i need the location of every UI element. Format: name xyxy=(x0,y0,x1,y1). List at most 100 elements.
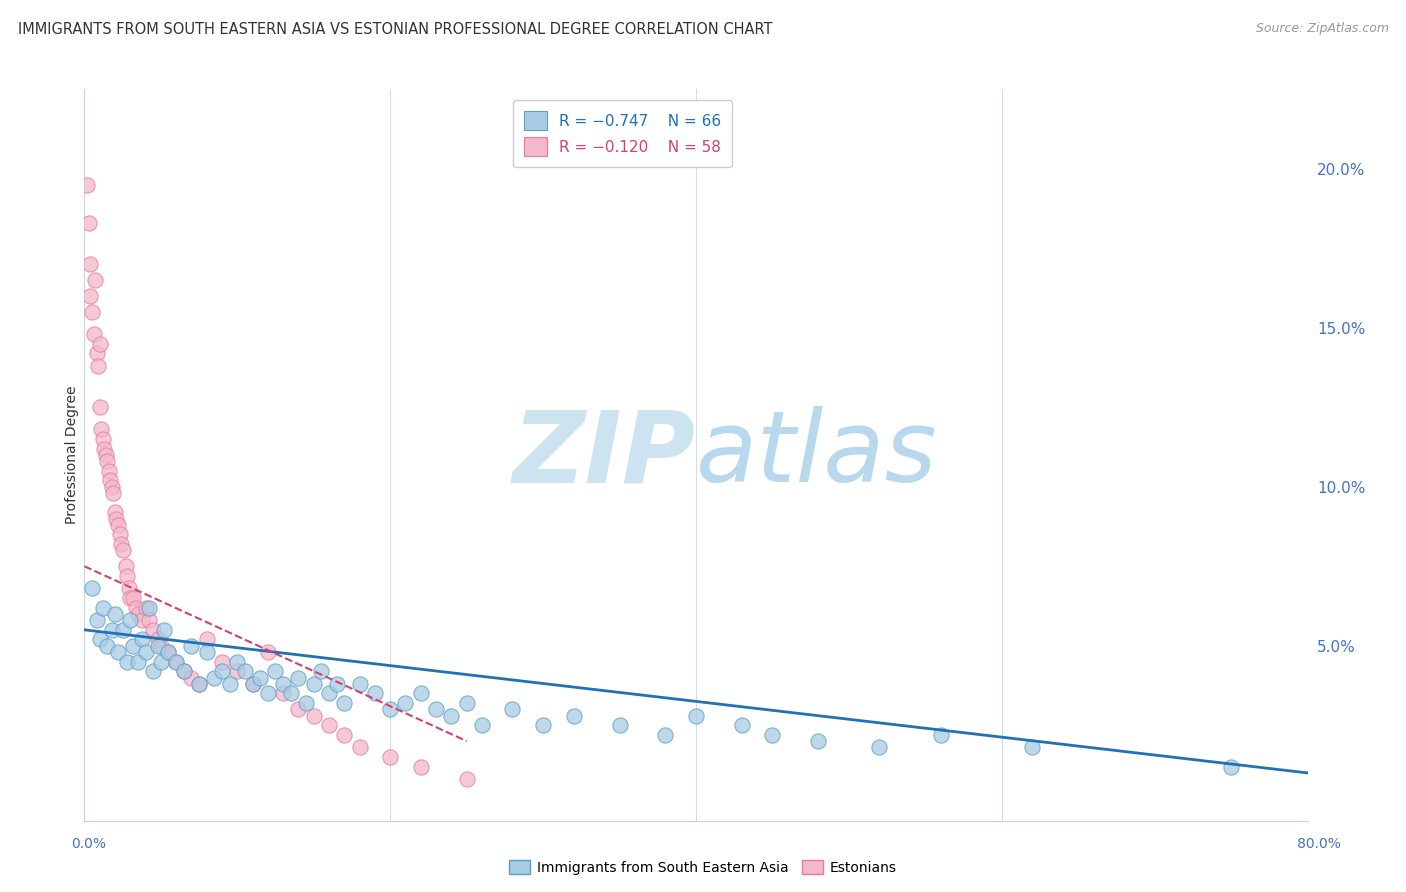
Text: 0.0%: 0.0% xyxy=(72,837,105,851)
Point xyxy=(86,346,108,360)
Point xyxy=(531,718,554,732)
Point xyxy=(79,257,101,271)
Point xyxy=(157,645,180,659)
Point xyxy=(76,178,98,192)
Point xyxy=(138,613,160,627)
Point xyxy=(271,677,294,691)
Text: Source: ZipAtlas.com: Source: ZipAtlas.com xyxy=(1256,22,1389,36)
Point xyxy=(107,517,129,532)
Point xyxy=(226,655,249,669)
Point xyxy=(257,645,280,659)
Point xyxy=(135,645,157,659)
Point xyxy=(110,537,132,551)
Point xyxy=(731,718,754,732)
Point xyxy=(93,442,115,456)
Point xyxy=(157,645,180,659)
Point xyxy=(264,664,287,678)
Point xyxy=(142,623,165,637)
Point xyxy=(96,454,118,468)
Point xyxy=(105,511,128,525)
Point xyxy=(104,607,127,621)
Point xyxy=(233,664,256,678)
Point xyxy=(118,582,141,596)
Point xyxy=(226,664,249,678)
Point xyxy=(287,671,309,685)
Point xyxy=(929,728,952,742)
Point xyxy=(89,401,111,415)
Point xyxy=(562,708,585,723)
Point xyxy=(869,740,891,755)
Legend: Immigrants from South Eastern Asia, Estonians: Immigrants from South Eastern Asia, Esto… xyxy=(503,855,903,880)
Point xyxy=(249,671,271,685)
Point xyxy=(456,696,478,710)
Point xyxy=(90,422,112,436)
Point xyxy=(101,623,124,637)
Point xyxy=(409,759,432,773)
Point xyxy=(302,677,325,691)
Point xyxy=(425,702,447,716)
Point xyxy=(318,718,340,732)
Point xyxy=(107,645,129,659)
Point xyxy=(135,600,157,615)
Point xyxy=(127,607,149,621)
Legend: R = −0.747    N = 66, R = −0.120    N = 58: R = −0.747 N = 66, R = −0.120 N = 58 xyxy=(513,101,733,167)
Point xyxy=(91,432,114,446)
Point xyxy=(202,671,225,685)
Point xyxy=(287,702,309,716)
Point xyxy=(97,464,120,478)
Point xyxy=(142,664,165,678)
Point xyxy=(80,305,103,319)
Point xyxy=(271,686,294,700)
Point xyxy=(80,582,103,596)
Point xyxy=(103,486,125,500)
Point xyxy=(111,623,134,637)
Point xyxy=(84,273,107,287)
Point xyxy=(180,639,202,653)
Point xyxy=(257,686,280,700)
Point xyxy=(761,728,783,742)
Point xyxy=(94,448,117,462)
Point xyxy=(115,655,138,669)
Point xyxy=(125,600,148,615)
Point xyxy=(364,686,387,700)
Point xyxy=(349,740,371,755)
Point xyxy=(91,600,114,615)
Text: atlas: atlas xyxy=(696,407,938,503)
Point xyxy=(122,591,145,605)
Point xyxy=(333,728,356,742)
Point xyxy=(122,639,145,653)
Point xyxy=(211,664,233,678)
Point xyxy=(86,613,108,627)
Point xyxy=(195,632,218,647)
Point xyxy=(165,655,187,669)
Point xyxy=(131,613,153,627)
Point xyxy=(188,677,211,691)
Text: ZIP: ZIP xyxy=(513,407,696,503)
Point xyxy=(295,696,318,710)
Point xyxy=(83,327,105,342)
Point xyxy=(302,708,325,723)
Point xyxy=(153,623,176,637)
Text: IMMIGRANTS FROM SOUTH EASTERN ASIA VS ESTONIAN PROFESSIONAL DEGREE CORRELATION C: IMMIGRANTS FROM SOUTH EASTERN ASIA VS ES… xyxy=(18,22,773,37)
Point xyxy=(96,639,118,653)
Point xyxy=(325,677,347,691)
Point xyxy=(111,543,134,558)
Point xyxy=(349,677,371,691)
Point xyxy=(333,696,356,710)
Point xyxy=(138,600,160,615)
Point xyxy=(173,664,195,678)
Point xyxy=(218,677,240,691)
Point xyxy=(120,613,142,627)
Point xyxy=(311,664,333,678)
Point xyxy=(165,655,187,669)
Point xyxy=(280,686,302,700)
Point xyxy=(685,708,707,723)
Point xyxy=(242,677,264,691)
Point xyxy=(1220,759,1243,773)
Point xyxy=(456,772,478,787)
Point xyxy=(807,734,830,748)
Point xyxy=(98,474,121,488)
Point xyxy=(120,591,142,605)
Point xyxy=(318,686,340,700)
Point xyxy=(502,702,524,716)
